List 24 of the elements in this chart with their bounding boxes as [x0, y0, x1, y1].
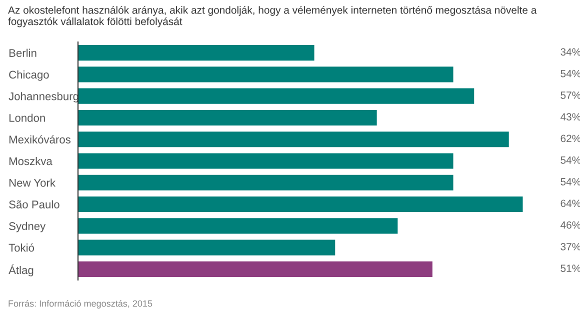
text: Forrás: Információ megosztás, 2015 [8, 300, 152, 309]
y-tick-label: Moszkva [9, 156, 52, 166]
bar [78, 66, 454, 82]
bar [78, 174, 454, 190]
chart-title: Az okostelefont használók aránya, akik azt gondolják, hogy a vélemények interneten történő megosztása növelte a fogyasztók vállalatok fölötti befolyását [8, 6, 537, 28]
bar [78, 218, 398, 234]
y-tick-label: Mexikóváros [9, 135, 71, 144]
y-tick-label: New York [9, 178, 56, 187]
bar [78, 261, 432, 277]
bar [78, 240, 336, 256]
bar [78, 196, 523, 212]
bar [78, 88, 474, 104]
bar [78, 132, 509, 148]
y-tick-label: Berlin [9, 48, 36, 57]
bar [78, 153, 454, 169]
y-tick-label: London [9, 114, 45, 122]
y-tick-label: São Paulo [9, 200, 60, 208]
bar [78, 45, 314, 61]
y-tick-label: Sydney [9, 222, 46, 232]
bar [78, 110, 377, 126]
y-tick-label: Johannesburg [8, 92, 78, 102]
y-tick-label: Chicago [9, 70, 49, 81]
y-tick-label: Tokió [8, 243, 34, 252]
y-tick-label: Átlag [8, 264, 34, 276]
